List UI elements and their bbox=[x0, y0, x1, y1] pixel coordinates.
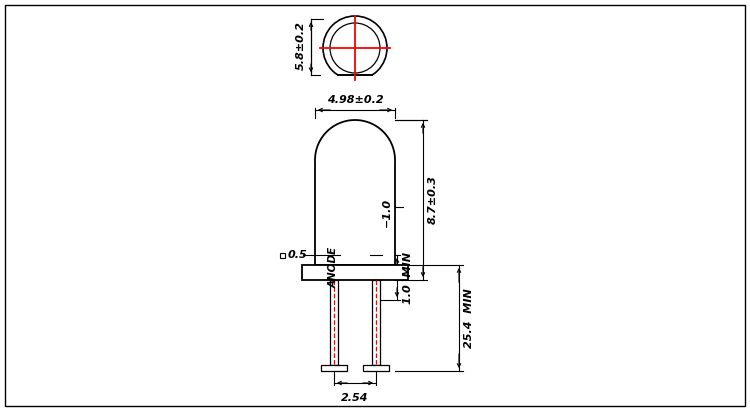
Text: 8.7±0.3: 8.7±0.3 bbox=[428, 175, 438, 224]
Text: −1.0: −1.0 bbox=[382, 198, 392, 227]
Ellipse shape bbox=[323, 16, 387, 80]
Text: 2.54: 2.54 bbox=[341, 393, 369, 403]
Text: 25.4  MIN: 25.4 MIN bbox=[464, 288, 474, 348]
Text: 5.8±0.2: 5.8±0.2 bbox=[296, 21, 306, 70]
Bar bbox=[280, 252, 285, 258]
Text: 1.0  MIN: 1.0 MIN bbox=[403, 252, 413, 303]
Bar bbox=[363, 365, 389, 371]
Bar bbox=[321, 365, 347, 371]
Text: 4.98±0.2: 4.98±0.2 bbox=[327, 95, 383, 105]
Bar bbox=[302, 265, 408, 280]
Ellipse shape bbox=[330, 23, 380, 73]
Text: ANODE: ANODE bbox=[329, 247, 339, 288]
Text: 0.5: 0.5 bbox=[288, 250, 308, 260]
Polygon shape bbox=[315, 120, 395, 160]
Bar bbox=[321, 75, 389, 83]
Bar bbox=[330, 280, 338, 365]
Bar bbox=[372, 280, 380, 365]
Bar bbox=[315, 160, 395, 265]
